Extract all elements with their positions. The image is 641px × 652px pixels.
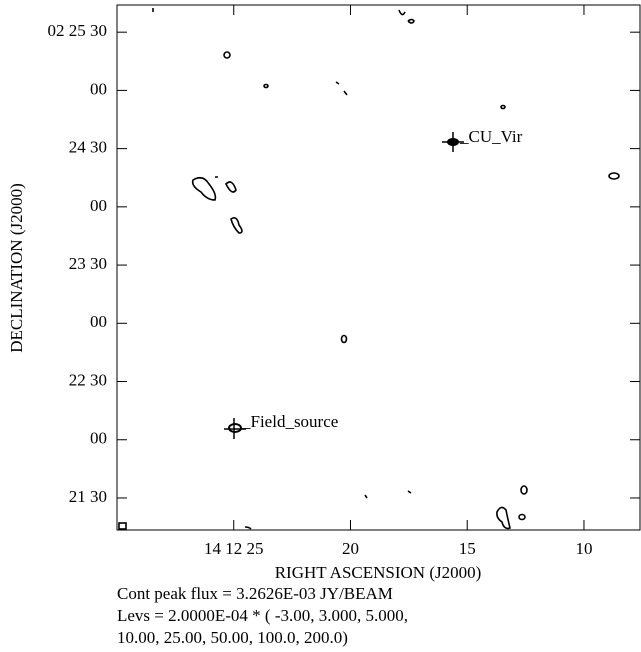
x-tick-label: 15 [459, 539, 476, 558]
y-tick-label: 23 30 [69, 254, 107, 273]
note: Cont peak flux = 3.2626E-03 JY/BEAM [117, 584, 393, 603]
annotation: _CU_Vir [459, 127, 523, 146]
y-tick-label: 02 25 30 [48, 21, 108, 40]
y-tick-label: 22 30 [69, 370, 107, 389]
y-axis-label: DECLINATION (J2000) [7, 183, 26, 353]
contours [118, 8, 620, 530]
x-axis-label: RIGHT ASCENSION (J2000) [275, 563, 482, 582]
annotation: _Field_source [241, 412, 338, 431]
plot-frame [116, 4, 641, 531]
source-markers [224, 132, 464, 439]
x-tick-label: 20 [342, 539, 359, 558]
y-tick-label: 00 [90, 79, 107, 98]
y-tick-label: 00 [90, 196, 107, 215]
x-tick-label: 10 [575, 539, 592, 558]
y-tick-label: 24 30 [69, 138, 107, 157]
x-tick-label: 14 12 25 [204, 539, 264, 558]
note: Levs = 2.0000E-04 * ( -3.00, 3.000, 5.00… [117, 606, 408, 625]
note: 10.00, 25.00, 50.00, 100.0, 200.0) [117, 628, 348, 647]
y-tick-label: 21 30 [69, 487, 107, 506]
y-tick-label: 00 [90, 312, 107, 331]
y-tick-label: 00 [90, 429, 107, 448]
